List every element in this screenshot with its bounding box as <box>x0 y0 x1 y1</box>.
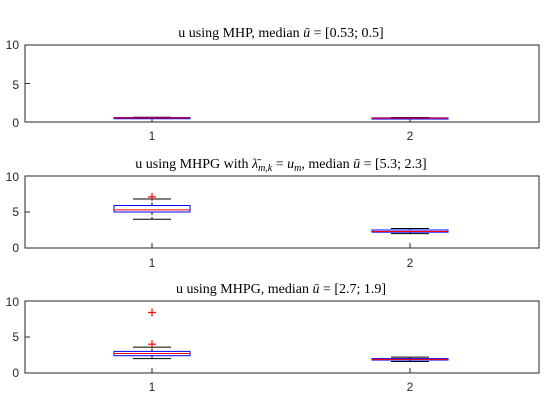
subplot-2-boxes <box>25 175 449 249</box>
subplot-2-xtick-label: 1 <box>149 256 156 270</box>
subplot-2-xtick-label: 2 <box>407 256 414 270</box>
subplot-1-boxes <box>25 44 449 123</box>
subplot-2-ytick-label: 5 <box>12 205 19 219</box>
subplot-3-ytick-label: 0 <box>12 366 19 380</box>
subplot-3-title: u using MHPG, median ū = [2.7; 1.9] <box>176 282 386 297</box>
subplot-3-ytick-label: 5 <box>12 330 19 344</box>
subplot-3-axes <box>24 300 540 374</box>
subplot-2-ytick-label: 10 <box>6 170 20 184</box>
subplot-1-ytick-label: 5 <box>12 78 19 92</box>
subplot-3: u using MHPG, median ū = [2.7; 1.9] 10 5… <box>6 282 540 394</box>
subplot-3-ytick-label: 10 <box>6 295 20 309</box>
outlier-marker <box>148 192 156 201</box>
subplot-3-xtick-label: 1 <box>149 380 156 394</box>
subplot-1: u using MHP, median ū = [0.53; 0.5] 10 5… <box>6 26 540 143</box>
subplot-2-axes <box>24 175 540 249</box>
outlier-marker <box>148 308 156 317</box>
subplot-1-axes <box>24 44 540 123</box>
subplot-1-xtick-label: 1 <box>149 129 156 143</box>
outlier-marker <box>148 340 156 349</box>
box-iqr <box>113 205 191 213</box>
subplot-3-xtick-label: 2 <box>407 380 414 394</box>
subplot-1-title: u using MHP, median ū = [0.53; 0.5] <box>178 26 383 41</box>
subplot-3-boxes <box>25 300 449 374</box>
subplot-2-ytick-label: 0 <box>12 241 19 255</box>
subplot-2: u using MHPG with λ̄m,k = um, median ū =… <box>6 157 540 270</box>
subplot-1-xtick-label: 2 <box>407 129 414 143</box>
subplot-1-ytick-label: 0 <box>12 116 19 130</box>
subplot-1-ytick-label: 10 <box>6 38 20 52</box>
subplot-2-title: u using MHPG with λ̄m,k = um, median ū =… <box>135 157 426 174</box>
